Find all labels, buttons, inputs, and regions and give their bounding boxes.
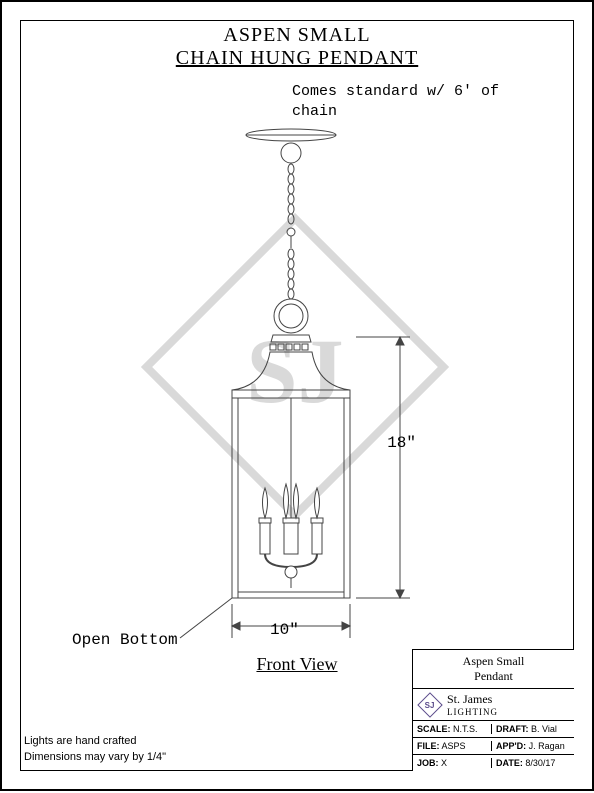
note-tolerance: Dimensions may vary by 1/4" xyxy=(24,750,166,765)
width-dimension: 10" xyxy=(270,621,299,639)
height-dimension: 18" xyxy=(387,434,416,452)
open-bottom-label: Open Bottom xyxy=(72,631,178,649)
drawing-sheet: ASPEN SMALL CHAIN HUNG PENDANT Comes sta… xyxy=(0,0,594,791)
brand-name: St. James xyxy=(447,692,498,707)
chain-upper xyxy=(288,164,294,224)
note-handcrafted: Lights are hand crafted xyxy=(24,734,166,749)
chain-lower xyxy=(288,249,294,299)
brand-logo-icon: SJ xyxy=(417,692,442,717)
product-name: Aspen Small Pendant xyxy=(413,650,574,688)
watermark-logo: SJ xyxy=(147,219,444,516)
row-file-appd: FILE: ASPS APP'D: J. Ragan xyxy=(413,737,574,754)
row-job-date: JOB: X DATE: 8/30/17 xyxy=(413,754,574,771)
brand-row: SJ St. James LIGHTING xyxy=(413,688,574,720)
brand-subtitle: LIGHTING xyxy=(447,707,498,717)
footer-notes: Lights are hand crafted Dimensions may v… xyxy=(24,734,166,765)
row-scale-draft: SCALE: N.T.S. DRAFT: B. Vial xyxy=(413,720,574,737)
drawing-titleblock: Aspen Small Pendant SJ St. James LIGHTIN… xyxy=(412,649,574,771)
